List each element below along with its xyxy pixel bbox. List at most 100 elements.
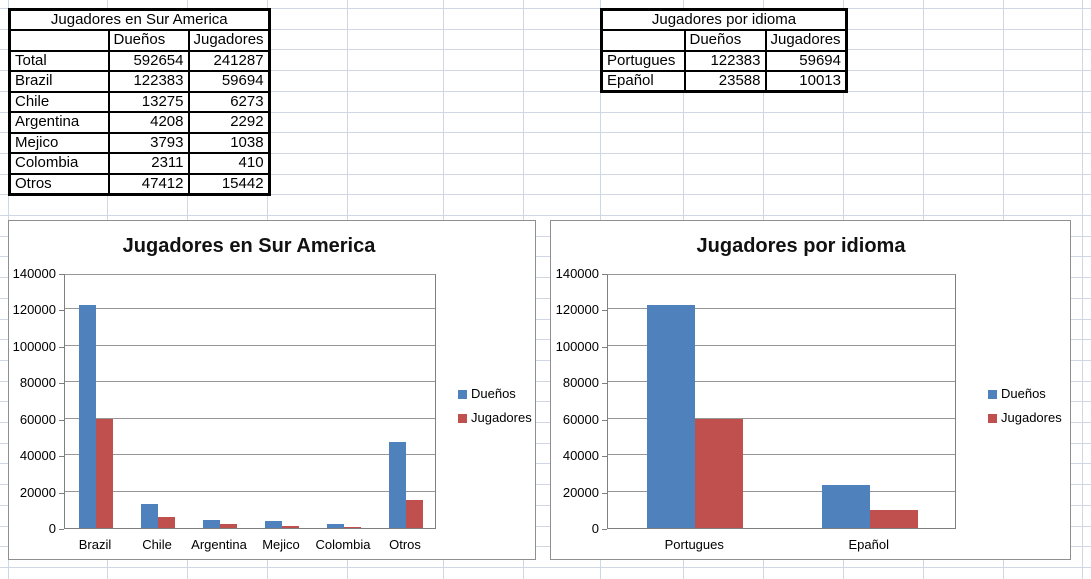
header-cell-blank[interactable] [8, 29, 110, 52]
table-row: Colombia 2311 410 [8, 152, 271, 175]
table-row: Total 592654 241287 [8, 49, 271, 72]
y-axis-tick [59, 456, 64, 458]
table-row: Chile 13275 6273 [8, 90, 271, 113]
bar-jugadores-epa-ol[interactable] [869, 509, 918, 528]
legend-label: Dueños [1001, 386, 1046, 401]
plot-area [607, 274, 956, 529]
bar-jugadores-portugues[interactable] [695, 419, 744, 528]
bar-jugadores-mejico[interactable] [282, 526, 299, 528]
legend-item-due-os[interactable]: Dueños [458, 386, 532, 402]
legend-label: Dueños [471, 386, 516, 401]
header-cell-duenos[interactable]: Dueños [107, 29, 190, 52]
y-axis-tick [59, 492, 64, 494]
bar-jugadores-brazil[interactable] [96, 419, 113, 528]
table-cell-duenos[interactable]: 2311 [107, 152, 190, 175]
y-axis-tick [59, 383, 64, 385]
legend-label: Jugadores [1001, 410, 1062, 425]
bar-due-os-brazil[interactable] [79, 305, 96, 528]
table-row: Brazil 122383 59694 [8, 70, 271, 93]
table-cell-label[interactable]: Otros [8, 172, 110, 195]
y-axis-tick [59, 310, 64, 312]
chart-gridline [65, 308, 435, 310]
legend[interactable]: Dueños Jugadores [458, 386, 532, 434]
y-axis-tick [602, 529, 607, 530]
table-cell-jugadores[interactable]: 10013 [764, 70, 848, 93]
legend-swatch-icon [458, 389, 467, 399]
chart-sur-america[interactable]: Jugadores en Sur America Dueños Jugadores… [8, 220, 536, 560]
table-cell-label[interactable]: Chile [8, 90, 110, 113]
legend-item-jugadores[interactable]: Jugadores [988, 410, 1062, 426]
bar-due-os-epa-ol[interactable] [821, 485, 870, 528]
y-axis-label: 120000 [12, 302, 56, 318]
x-axis-label-argentina: Argentina [191, 537, 247, 552]
bar-jugadores-chile[interactable] [158, 516, 175, 528]
table-cell-label[interactable]: Epañol [600, 70, 686, 93]
table-title-cell[interactable]: Jugadores en Sur America [8, 8, 271, 31]
bar-jugadores-otros[interactable] [406, 499, 423, 528]
table-cell-duenos[interactable]: 122383 [683, 49, 767, 72]
y-axis-tick [602, 346, 607, 348]
bar-due-os-colombia[interactable] [327, 523, 344, 528]
table-cell-jugadores[interactable]: 15442 [187, 172, 271, 195]
y-axis-label: 20000 [19, 484, 56, 500]
x-axis-label-chile: Chile [142, 537, 172, 552]
table-cell-duenos[interactable]: 13275 [107, 90, 190, 113]
table-cell-jugadores[interactable]: 410 [187, 152, 271, 175]
bar-due-os-portugues[interactable] [647, 305, 696, 528]
sheet-gridline-horizontal [0, 566, 1091, 568]
table-row: Otros 47412 15442 [8, 172, 271, 195]
header-cell-duenos[interactable]: Dueños [683, 29, 767, 52]
table-header-row: Dueños Jugadores [8, 29, 271, 52]
chart-gridline [65, 490, 435, 492]
sheet-gridline-horizontal [0, 215, 1091, 216]
bar-due-os-otros[interactable] [389, 441, 406, 528]
legend-item-due-os[interactable]: Dueños [988, 386, 1062, 402]
chart-por-idioma[interactable]: Jugadores por idioma Dueños Jugadores 0 20… [550, 220, 1071, 560]
table-cell-duenos[interactable]: 3793 [107, 131, 190, 154]
table-cell-label[interactable]: Mejico [8, 131, 110, 154]
table-cell-jugadores[interactable]: 6273 [187, 90, 271, 113]
table-sur-america: Jugadores en Sur America Dueños Jugadore… [8, 8, 271, 196]
table-cell-jugadores[interactable]: 59694 [764, 49, 848, 72]
legend[interactable]: Dueños Jugadores [988, 386, 1062, 434]
legend-item-jugadores[interactable]: Jugadores [458, 410, 532, 426]
legend-swatch-icon [988, 413, 997, 423]
table-cell-duenos[interactable]: 122383 [107, 70, 190, 93]
table-cell-label[interactable]: Total [8, 49, 110, 72]
table-cell-duenos[interactable]: 47412 [107, 172, 190, 195]
chart-gridline [65, 344, 435, 346]
table-title-row: Jugadores en Sur America [8, 8, 271, 31]
bar-due-os-mejico[interactable] [265, 521, 282, 528]
table-row: Argentina 4208 2292 [8, 111, 271, 134]
bar-due-os-chile[interactable] [141, 503, 158, 528]
x-axis-label-colombia: Colombia [315, 537, 371, 552]
header-cell-jugadores[interactable]: Jugadores [764, 29, 848, 52]
y-axis-tick [602, 456, 607, 458]
table-row: Portugues 122383 59694 [600, 49, 848, 72]
y-axis-label: 80000 [19, 375, 56, 391]
chart-gridline [608, 454, 955, 456]
header-cell-jugadores[interactable]: Jugadores [187, 29, 271, 52]
table-title-cell[interactable]: Jugadores por idioma [600, 8, 848, 31]
table-cell-jugadores[interactable]: 1038 [187, 131, 271, 154]
x-axis-label-otros: Otros [389, 537, 421, 552]
chart-gridline [608, 344, 955, 346]
header-cell-blank[interactable] [600, 29, 686, 52]
table-cell-label[interactable]: Argentina [8, 111, 110, 134]
table-cell-duenos[interactable]: 592654 [107, 49, 190, 72]
table-cell-jugadores[interactable]: 2292 [187, 111, 271, 134]
table-cell-jugadores[interactable]: 59694 [187, 70, 271, 93]
y-axis-tick [59, 346, 64, 348]
bar-due-os-argentina[interactable] [203, 520, 220, 528]
bar-jugadores-argentina[interactable] [220, 523, 237, 528]
table-cell-duenos[interactable]: 23588 [683, 70, 767, 93]
bar-jugadores-colombia[interactable] [344, 527, 361, 528]
plot-area [64, 274, 436, 529]
table-cell-jugadores[interactable]: 241287 [187, 49, 271, 72]
table-cell-duenos[interactable]: 4208 [107, 111, 190, 134]
table-cell-label[interactable]: Brazil [8, 70, 110, 93]
y-axis-label: 140000 [12, 266, 56, 281]
table-cell-label[interactable]: Colombia [8, 152, 110, 175]
table-cell-label[interactable]: Portugues [600, 49, 686, 72]
